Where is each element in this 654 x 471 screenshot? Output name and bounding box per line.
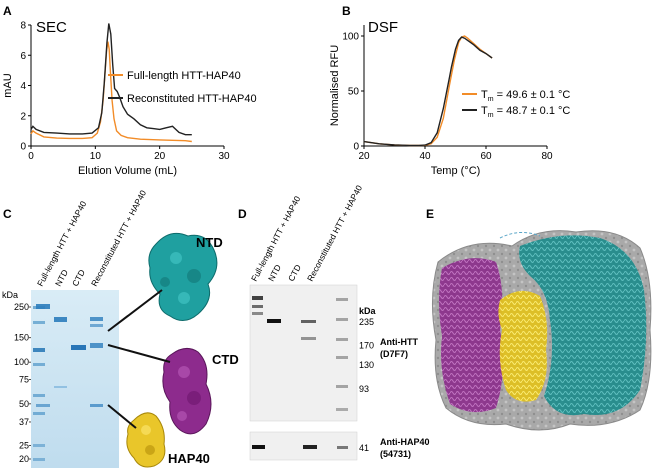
gel-lane-label-3: CTD <box>70 268 87 288</box>
blot-kda-label: kDa <box>359 306 377 316</box>
gel-marker-50: 50 <box>19 399 29 409</box>
ctd-pointer <box>107 344 171 363</box>
dsf-legend-label-2: Tm = 48.7 ± 0.1 °C <box>481 105 570 119</box>
blot-marker-41: 41 <box>359 443 369 453</box>
x-axis-label: Temp (°C) <box>431 165 481 177</box>
gel-kda-label: kDa <box>2 290 18 300</box>
y-tick-label: 0 <box>353 142 359 153</box>
x-tick-label: 20 <box>358 151 370 162</box>
gel-lane-label-4: Reconstituted HTT + HAP40 <box>89 188 148 288</box>
dsf-chart: 20 40 60 80 0 50 100 Temp (°C) Normalised RFU Tm … <box>329 25 570 177</box>
gel-marker-20: 20 <box>19 454 29 464</box>
legend-label-1: Full-length HTT-HAP40 <box>127 70 241 82</box>
gel-marker-labels: 250 150 100 75 50 37 25 20 <box>14 302 31 464</box>
antibody-top-line2: (D7F7) <box>380 349 408 359</box>
panel-b: B DSF 20 40 60 80 0 50 100 Temp (°C) Normalised … <box>329 4 570 177</box>
x-tick-label: 0 <box>28 151 34 162</box>
coomassie-gel <box>31 290 119 468</box>
y-tick-label: 4 <box>20 81 26 92</box>
y-tick-label: 8 <box>20 21 26 32</box>
sec-chart: 0 10 20 30 0 2 4 6 8 Elution Volume (mL) mAU Full-l… <box>2 21 257 178</box>
gel-marker-250: 250 <box>14 302 29 312</box>
panel-letter-a: A <box>3 4 12 18</box>
blot-marker-93: 93 <box>359 384 369 394</box>
dsf-legend-label-1: Tm = 49.6 ± 0.1 °C <box>481 89 570 103</box>
dsf-title: DSF <box>368 19 398 36</box>
gel-marker-25: 25 <box>19 441 29 451</box>
hap40-pointer <box>107 404 137 429</box>
panel-letter-d: D <box>238 207 247 221</box>
blot-bottom-bands <box>252 445 348 449</box>
gel-marker-37: 37 <box>19 417 29 427</box>
panel-letter-e: E <box>426 207 434 221</box>
panel-letter-b: B <box>342 4 351 18</box>
blot-top-bands <box>252 296 348 411</box>
x-tick-label: 30 <box>218 151 230 162</box>
ctd-structure <box>162 348 212 435</box>
gel-marker-150: 150 <box>14 333 29 343</box>
y-tick-label: 0 <box>20 142 26 153</box>
purple-ribbon-domain <box>439 258 504 413</box>
blot-marker-235: 235 <box>359 317 374 327</box>
gel-bands <box>36 304 103 407</box>
x-tick-label: 40 <box>419 151 431 162</box>
x-tick-label: 20 <box>154 151 166 162</box>
teal-ribbon-domain <box>519 235 647 416</box>
yellow-ribbon-domain <box>498 290 548 402</box>
blot-marker-130: 130 <box>359 360 374 370</box>
panel-letter-c: C <box>3 207 12 221</box>
blot-marker-170: 170 <box>359 340 374 350</box>
series-line-2 <box>30 23 192 136</box>
series-line-1 <box>363 35 493 147</box>
y-tick-label: 6 <box>20 51 26 62</box>
y-axis-label: Normalised RFU <box>329 45 341 126</box>
blot-lane-label-3: CTD <box>286 263 303 283</box>
antibody-bottom-line1: Anti-HAP40 <box>380 437 430 447</box>
gel-lane-label-2: NTD <box>53 268 70 288</box>
gel-marker-100: 100 <box>14 357 29 367</box>
ntd-pointer <box>107 289 163 332</box>
legend-label-2: Reconstituted HTT-HAP40 <box>127 93 257 105</box>
x-tick-label: 10 <box>90 151 102 162</box>
x-tick-label: 80 <box>541 151 553 162</box>
hap40-structure <box>126 412 166 468</box>
blot-top <box>249 284 358 422</box>
panel-a: A SEC 0 10 20 30 0 2 4 6 8 Elution Volume (mL) mAU… <box>2 4 257 177</box>
sec-title: SEC <box>36 19 67 36</box>
blot-lane-label-4: Reconstituted HTT + HAP40 <box>305 183 364 283</box>
antibody-top-line1: Anti-HTT <box>380 337 418 347</box>
series-line-2 <box>363 36 493 147</box>
y-axis-label: mAU <box>2 73 14 98</box>
x-tick-label: 60 <box>480 151 492 162</box>
y-tick-label: 50 <box>348 87 360 98</box>
ctd-label: CTD <box>212 352 239 367</box>
panel-e: E <box>426 207 652 431</box>
y-tick-label: 2 <box>20 111 26 122</box>
cryo-em-density-map <box>431 230 652 431</box>
antibody-bottom-line2: (54731) <box>380 449 411 459</box>
hap40-label: HAP40 <box>168 451 210 466</box>
blot-marker-labels: 235 170 130 93 41 <box>359 317 374 453</box>
series-line-1 <box>30 41 192 143</box>
ntd-label: NTD <box>196 235 223 250</box>
gel-marker-75: 75 <box>19 374 29 384</box>
blot-lane-label-2: NTD <box>266 263 283 283</box>
y-tick-label: 100 <box>342 32 359 43</box>
x-axis-label: Elution Volume (mL) <box>78 165 177 177</box>
ntd-structure <box>148 232 218 321</box>
